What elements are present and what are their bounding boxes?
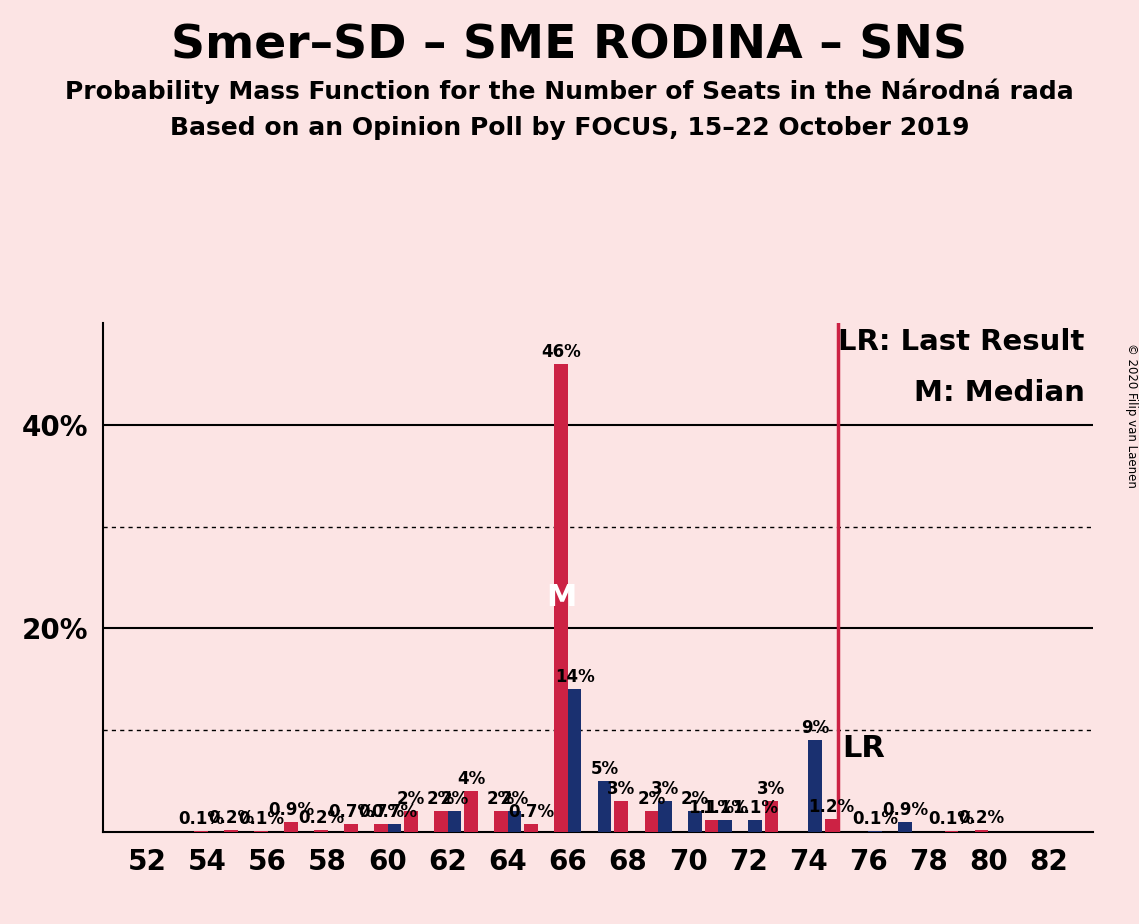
Bar (568, 689, 582, 832)
Bar (748, 821, 762, 832)
Text: 0.1%: 0.1% (852, 809, 898, 828)
Bar (764, 801, 778, 832)
Bar (284, 822, 297, 832)
Bar (945, 831, 958, 832)
Text: 1.2%: 1.2% (809, 798, 854, 817)
Bar (615, 801, 628, 832)
Bar (825, 820, 838, 832)
Bar (465, 791, 478, 832)
Text: M: M (546, 583, 576, 613)
Text: 1.1%: 1.1% (688, 799, 735, 818)
Bar (314, 830, 328, 832)
Text: 0.2%: 0.2% (207, 808, 254, 826)
Text: 9%: 9% (801, 719, 829, 737)
Text: 0.1%: 0.1% (928, 809, 975, 828)
Bar (494, 811, 508, 832)
Text: Based on an Opinion Poll by FOCUS, 15–22 October 2019: Based on an Opinion Poll by FOCUS, 15–22… (170, 116, 969, 140)
Bar (434, 811, 448, 832)
Text: 46%: 46% (541, 343, 581, 361)
Text: 3%: 3% (607, 780, 636, 798)
Bar (524, 824, 538, 832)
Bar (387, 824, 401, 832)
Bar (705, 821, 718, 832)
Text: 0.7%: 0.7% (328, 804, 374, 821)
Bar (404, 811, 418, 832)
Bar (254, 831, 268, 832)
Text: Probability Mass Function for the Number of Seats in the Národná rada: Probability Mass Function for the Number… (65, 79, 1074, 104)
Bar (658, 801, 672, 832)
Text: 5%: 5% (591, 760, 618, 778)
Text: 2%: 2% (681, 790, 708, 808)
Text: 0.1%: 0.1% (178, 809, 224, 828)
Text: 2%: 2% (500, 790, 528, 808)
Text: 0.9%: 0.9% (268, 801, 314, 820)
Text: 0.9%: 0.9% (882, 801, 928, 820)
Text: LR: LR (843, 734, 886, 762)
Text: 2%: 2% (637, 790, 665, 808)
Bar (809, 740, 821, 832)
Bar (899, 822, 911, 832)
Text: 2%: 2% (487, 790, 515, 808)
Text: 0.7%: 0.7% (508, 804, 555, 821)
Text: 0.1%: 0.1% (238, 809, 284, 828)
Text: 0.2%: 0.2% (298, 808, 344, 826)
Bar (344, 824, 358, 832)
Text: 3%: 3% (650, 780, 679, 798)
Text: 3%: 3% (757, 780, 786, 798)
Text: 0.7%: 0.7% (371, 804, 418, 821)
Text: 1.1%: 1.1% (732, 799, 778, 818)
Text: 0.7%: 0.7% (358, 804, 404, 821)
Text: 1.1%: 1.1% (702, 799, 748, 818)
Text: 2%: 2% (396, 790, 425, 808)
Text: © 2020 Filip van Laenen: © 2020 Filip van Laenen (1124, 344, 1138, 488)
Bar (975, 830, 989, 832)
Bar (598, 781, 612, 832)
Bar (375, 824, 387, 832)
Bar (555, 364, 568, 832)
Bar (194, 831, 207, 832)
Text: 14%: 14% (555, 668, 595, 687)
Text: 2%: 2% (441, 790, 469, 808)
Bar (868, 831, 882, 832)
Text: 2%: 2% (427, 790, 456, 808)
Bar (645, 811, 658, 832)
Bar (508, 811, 522, 832)
Bar (718, 821, 731, 832)
Text: Smer–SD – SME RODINA – SNS: Smer–SD – SME RODINA – SNS (172, 23, 967, 68)
Text: M: Median: M: Median (913, 379, 1084, 407)
Bar (448, 811, 461, 832)
Text: 4%: 4% (457, 770, 485, 788)
Text: LR: Last Result: LR: Last Result (838, 328, 1084, 357)
Bar (224, 830, 238, 832)
Bar (688, 811, 702, 832)
Text: 0.2%: 0.2% (959, 808, 1005, 826)
